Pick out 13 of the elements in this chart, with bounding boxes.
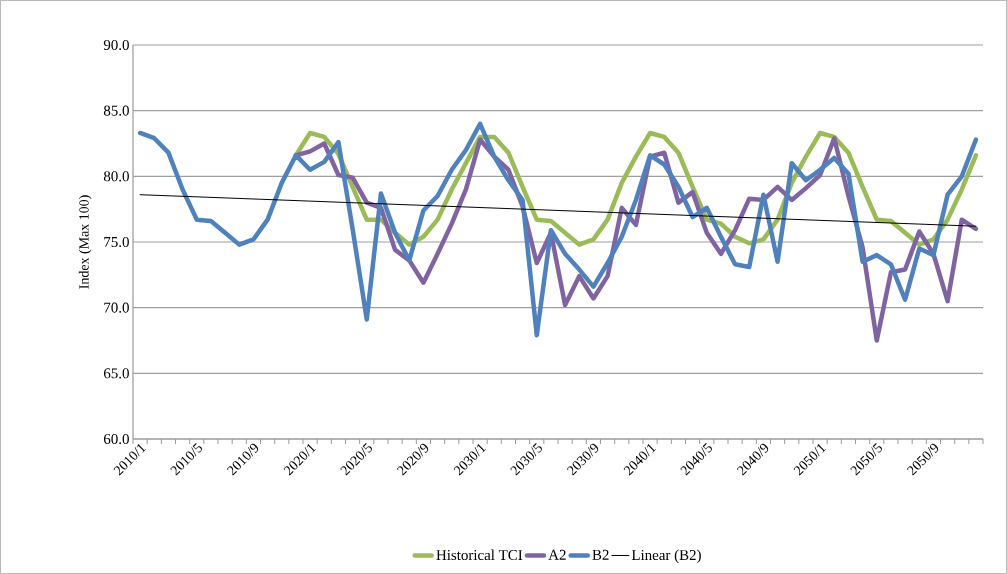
y-tick-label: 75.0 xyxy=(104,236,129,248)
line-series xyxy=(137,121,979,338)
y-tick-label: 60.0 xyxy=(103,433,129,445)
y-axis-title: Index (Max 100) xyxy=(78,195,92,289)
legend-label: Linear (B2) xyxy=(631,549,701,564)
y-tick-label: 80.0 xyxy=(103,171,129,182)
legend-label: Historical TCI xyxy=(436,549,523,561)
y-tick-label: 90.0 xyxy=(103,39,129,51)
legend-label: A2 xyxy=(548,549,566,560)
y-tick-label: 65.0 xyxy=(103,368,129,379)
y-tick-label: 85.0 xyxy=(103,105,129,116)
y-tick-label: 70.0 xyxy=(104,302,129,313)
legend-label: B2 xyxy=(592,549,609,560)
